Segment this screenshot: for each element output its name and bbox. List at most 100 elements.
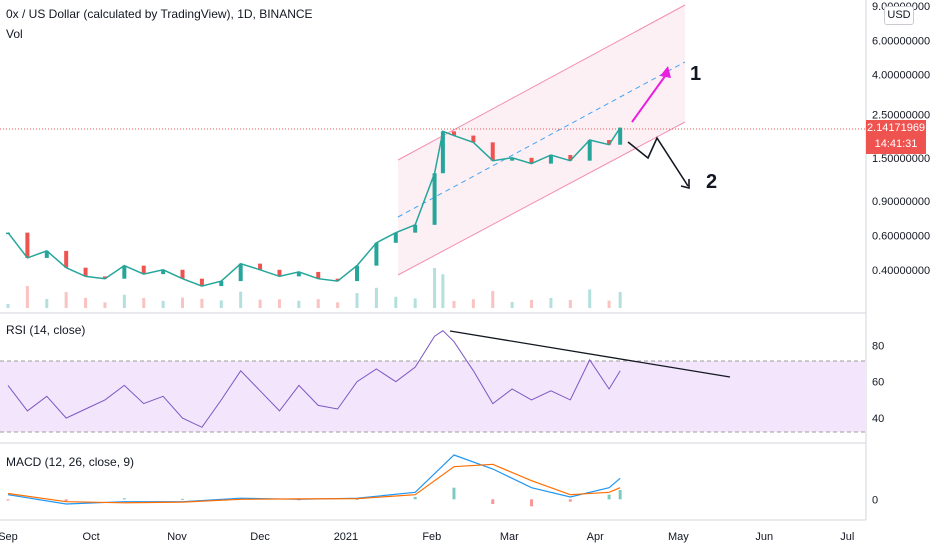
price-line [7,127,621,287]
time-tick-oct: Oct [83,531,100,543]
bar-countdown: 14:41:31 [874,138,918,150]
grid [0,0,867,521]
volume-bar [64,292,68,308]
price-panel: 1 2 [0,4,866,308]
macd-histogram-bar [181,498,185,500]
price-candle [180,269,185,279]
channel-upper-line [397,4,686,161]
volume-bar [200,298,204,308]
price-candle [607,140,612,145]
current-price-value: 2.14171969 [866,122,926,134]
price-candle [64,250,69,268]
price-tick: 0.90000000 [872,196,930,208]
volume-bar [413,298,417,308]
symbol-title: 0x / US Dollar (calculated by TradingVie… [6,7,313,21]
time-tick-dec: Dec [250,531,270,543]
time-tick-apr: Apr [587,531,604,543]
signal-line [7,463,621,504]
price-candle [587,140,592,161]
volume-bar [219,300,223,308]
time-tick-sep: Sep [0,531,18,543]
macd-histogram-bar [568,499,572,502]
price-candle [510,157,515,161]
price-candle [393,232,398,243]
price-candle [355,265,360,282]
price-candle [296,271,301,277]
price-candle [451,131,456,136]
macd-histogram-bar [491,499,495,504]
macd-histogram-bar [64,499,68,502]
scenario-1-arrowhead [660,66,671,78]
price-candle [25,232,30,258]
macd-histogram-bar [607,494,611,500]
price-candle [335,278,340,282]
volume-bar [588,289,592,308]
volume-bar [452,300,456,308]
price-candle [83,267,88,277]
volume-bar [394,296,398,308]
price-candle [529,157,534,164]
price-tick: 1.50000000 [872,153,930,165]
macd-histogram-bar [413,497,417,500]
time-tick-feb: Feb [422,531,441,543]
price-candle [238,263,243,282]
price-tick: 2.50000000 [872,110,930,122]
rsi-tick: 40 [872,413,884,425]
macd-histogram-bar [6,499,10,501]
volume-bar [84,297,88,308]
price-candle [161,269,166,275]
time-tick-nov: Nov [167,531,187,543]
price-candle [258,263,263,270]
rsi-panel-title: RSI (14, close) [6,323,85,337]
macd-histogram-bar [452,487,456,500]
volume-bar [6,304,10,308]
volume-bar [45,298,49,308]
price-candle [432,173,437,225]
rsi-divergence-line [449,330,731,378]
volume-bar [355,293,359,308]
macd-histogram-bar [530,499,534,507]
price-tick: 0.60000000 [872,230,930,242]
rsi-tick: 60 [872,377,884,389]
time-tick-jul: Jul [840,531,854,543]
price-candle [471,135,476,143]
volume-bar [336,302,340,308]
macd-histogram-bar [122,498,126,500]
volume-bar [433,268,437,308]
macd-histogram [6,487,622,507]
price-candle [413,224,418,233]
price-candle [490,142,495,161]
volume-bar [122,294,126,308]
rsi-axis: 80 60 40 [872,340,884,425]
macd-axis: 0 [872,494,878,506]
price-candle [102,276,107,279]
time-tick-2021: 2021 [334,531,358,543]
scenario-1-label: 1 [690,63,701,85]
time-tick-may: May [668,531,689,543]
macd-histogram-bar [618,490,622,500]
volume-bar [491,291,495,308]
price-candle [122,265,127,279]
price-candle [277,269,282,277]
volume-bar [25,286,29,308]
price-candle [316,271,321,279]
price-candle [440,131,445,174]
currency-button[interactable]: USD [884,6,914,25]
volume-bar [142,297,146,308]
scenario-2-path [627,136,689,187]
volume-bar [607,300,611,308]
price-tick: 0.40000000 [872,265,930,277]
volume-bar [510,301,514,308]
rsi-panel: RSI (14, close) [0,323,866,433]
macd-histogram-bar [355,498,359,500]
channel-mid-line [397,61,686,218]
price-candle [199,278,204,287]
macd-panel: MACD (12, 26, close, 9) [6,454,622,507]
price-candle [618,127,623,145]
volume-bar [549,297,553,308]
volume-bar [618,291,622,308]
time-tick-jun: Jun [755,531,773,543]
volume-bar [471,299,475,308]
scenario-2-label: 2 [706,171,717,193]
